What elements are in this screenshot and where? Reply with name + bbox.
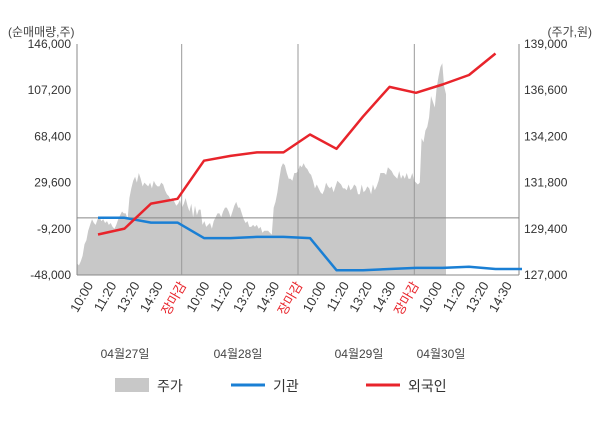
x-tick-label: 10:00: [416, 279, 445, 315]
x-tick-label: 10:00: [67, 279, 96, 315]
price-area-layer: [77, 63, 446, 275]
x-tick-label: 14:30: [486, 279, 515, 315]
right-tick-label: 129,400: [524, 222, 568, 236]
series-lines-layer: [97, 52, 522, 272]
x-tick-label: 10:00: [183, 279, 212, 315]
date-labels: 04월27일 04월28일 04월29일 04월30일: [101, 347, 466, 361]
date-label: 04월27일: [101, 347, 150, 361]
x-tick-label: 13:20: [462, 279, 491, 315]
x-tick-label: 13:20: [230, 279, 259, 315]
right-tick-label: 136,600: [524, 83, 568, 97]
date-label: 04월30일: [417, 347, 466, 361]
legend-label: 주가: [157, 378, 183, 394]
left-tick-label: 107,200: [28, 83, 72, 97]
right-tick-label: 134,200: [524, 129, 568, 143]
date-label: 04월28일: [214, 347, 263, 361]
left-tick-label: 29,600: [34, 176, 71, 190]
right-tick-label: 139,000: [524, 37, 568, 51]
legend: 주가 기관 외국인: [115, 378, 447, 394]
plot-frame: [76, 44, 520, 276]
legend-swatch-price: [115, 378, 149, 392]
date-label: 04월29일: [335, 347, 384, 361]
right-tick-label: 131,800: [524, 176, 568, 190]
x-axis-ticks: 10:0011:2013:2014:30장마감10:0011:2013:2014…: [67, 279, 515, 318]
right-tick-label: 127,000: [524, 268, 568, 282]
right-axis-ticks: 139,000 136,600 134,200 131,800 129,400 127,0…: [524, 37, 568, 282]
foreign-line: [97, 52, 497, 236]
x-tick-label: 13:20: [346, 279, 375, 315]
left-tick-label: 68,400: [34, 129, 71, 143]
x-tick-label: 13:20: [113, 279, 142, 315]
left-axis-unit: (순매매량,주): [8, 25, 75, 39]
left-axis-ticks: 146,000 107,200 68,400 29,600 -9,200 -48,000: [28, 37, 72, 282]
price-area: [77, 63, 446, 275]
left-tick-label: -48,000: [30, 268, 71, 282]
right-axis-unit: (주가,원): [548, 25, 592, 39]
left-tick-label: -9,200: [37, 222, 71, 236]
legend-label: 기관: [273, 378, 299, 394]
left-tick-label: 146,000: [28, 37, 72, 51]
legend-label: 외국인: [408, 378, 447, 394]
institution-line: [98, 216, 522, 272]
x-tick-label: 10:00: [300, 279, 329, 315]
